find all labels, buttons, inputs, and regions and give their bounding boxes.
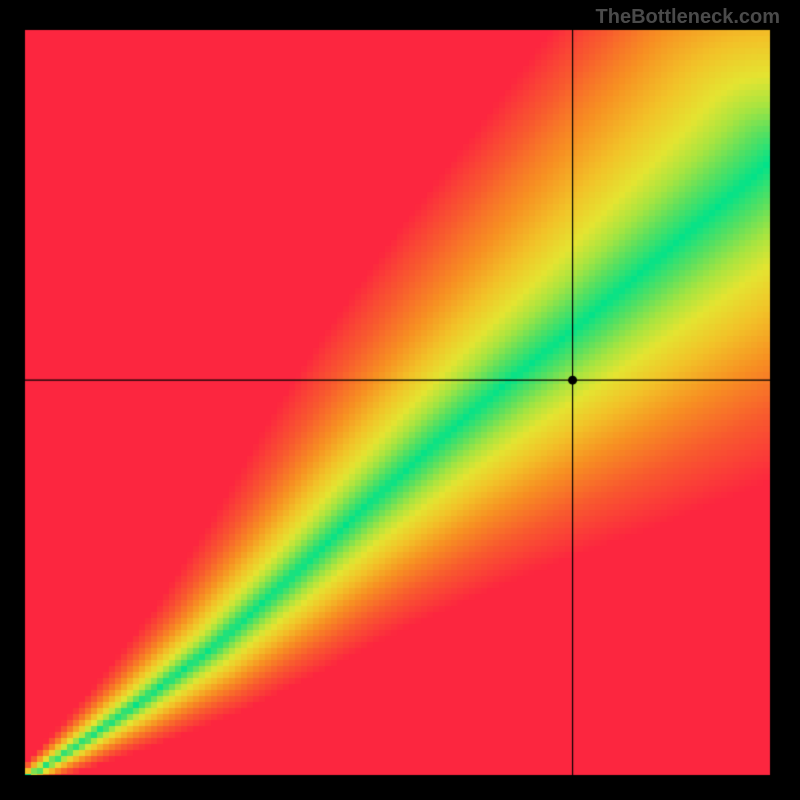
heatmap-canvas xyxy=(0,0,800,800)
watermark-text: TheBottleneck.com xyxy=(596,6,780,29)
